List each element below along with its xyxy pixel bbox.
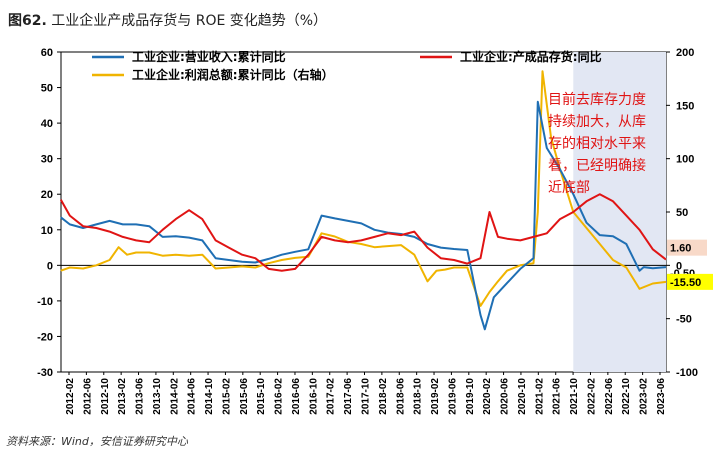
y-left-tick-label: 60 <box>41 47 53 59</box>
y-left-tick-label: 50 <box>41 83 53 95</box>
y-right-tick-label: 50 <box>676 207 688 219</box>
y-left-tick-label: -30 <box>37 367 53 379</box>
y-left-tick-label: 30 <box>41 154 53 166</box>
x-tick-label: 2023-02 <box>639 378 650 415</box>
y-right-tick-label: -50 <box>676 314 692 326</box>
figure-title: 图62. 工业企业产成品存货与 ROE 变化趋势（%） <box>8 10 327 30</box>
legend-item-profit: 工业企业:利润总额:累计同比（右轴） <box>92 67 334 82</box>
x-tick-label: 2014-06 <box>187 378 198 415</box>
x-tick-label: 2013-10 <box>152 378 163 415</box>
x-tick-label: 2022-10 <box>621 378 632 415</box>
x-tick-label: 2016-02 <box>274 378 285 415</box>
x-tick-label: 2018-02 <box>378 378 389 415</box>
y-right-tick-label: 150 <box>676 100 694 112</box>
x-tick-label: 2020-06 <box>500 378 511 415</box>
x-tick-label: 2019-10 <box>465 378 476 415</box>
x-tick-label: 2021-10 <box>569 378 580 415</box>
y-right-tick-label: 0 <box>676 260 682 272</box>
series-lines <box>59 70 667 331</box>
x-tick-label: 2015-10 <box>256 378 267 415</box>
x-tick-label: 2021-02 <box>534 378 545 415</box>
x-tick-label: 2015-02 <box>221 378 232 415</box>
axes: 6050403020100-10-20-30200150100500-50-10… <box>37 47 698 415</box>
y-left-tick-label: -20 <box>37 331 53 343</box>
y-right-tick-label: 100 <box>676 154 694 166</box>
x-tick-label: 2012-10 <box>100 378 111 415</box>
legend-label-revenue: 工业企业:营业收入:累计同比 <box>132 49 286 64</box>
figure-number: 图62. <box>8 13 47 29</box>
x-tick-label: 2023-06 <box>656 378 667 415</box>
x-tick-label: 2014-10 <box>204 378 215 415</box>
series-line-inventory <box>59 193 667 272</box>
shaded-period <box>573 52 666 372</box>
callout-line: 看，已经明确接 <box>548 157 646 174</box>
x-tick-label: 2022-02 <box>586 378 597 415</box>
x-tick-label: 2022-06 <box>604 378 615 415</box>
x-tick-label: 2014-02 <box>169 378 180 415</box>
legend-label-inventory: 工业企业:产成品存货:同比 <box>460 49 602 64</box>
series-line-profit <box>60 70 667 307</box>
x-tick-label: 2021-06 <box>552 378 563 415</box>
series-line-revenue <box>60 100 667 331</box>
callout-line: 存的相对水平来 <box>548 136 646 152</box>
y-left-tick-label: 0 <box>47 260 53 272</box>
label-inventory-bg <box>667 239 707 256</box>
callout-line: 持续加大，从库 <box>548 113 646 130</box>
x-tick-label: 2017-02 <box>326 378 337 415</box>
label-profit-bg <box>667 273 713 290</box>
annotations: 目前去库存力度持续加大，从库存的相对水平来看，已经明确接近底部1.60-0.50… <box>548 91 713 290</box>
x-tick-label: 2013-06 <box>135 378 146 415</box>
callout-text: 目前去库存力度持续加大，从库存的相对水平来看，已经明确接近底部 <box>548 91 646 196</box>
x-tick-label: 2015-06 <box>239 378 250 415</box>
x-tick-label: 2019-02 <box>430 378 441 415</box>
legend: 工业企业:营业收入:累计同比 工业企业:产成品存货:同比工业企业:利润总额:累计同… <box>92 49 602 82</box>
x-tick-label: 2012-06 <box>82 378 93 415</box>
y-left-tick-label: 10 <box>41 225 53 237</box>
x-tick-label: 2018-06 <box>395 378 406 415</box>
y-left-tick-label: 40 <box>41 118 53 130</box>
x-tick-label: 2017-06 <box>343 378 354 415</box>
x-tick-label: 2020-10 <box>517 378 528 415</box>
legend-item-inventory: 工业企业:产成品存货:同比 <box>420 49 602 64</box>
y-right-tick-label: -100 <box>676 367 698 379</box>
x-tick-label: 2013-02 <box>117 378 128 415</box>
legend-item-revenue: 工业企业:营业收入:累计同比 <box>92 49 286 64</box>
source-note: 资料来源：Wind，安信证券研究中心 <box>6 435 188 448</box>
x-tick-label: 2018-10 <box>413 378 424 415</box>
callout-line: 近底部 <box>548 180 590 196</box>
y-right-tick-label: 200 <box>676 47 694 59</box>
x-tick-label: 2016-10 <box>308 378 319 415</box>
figure-title-text: 工业企业产成品存货与 ROE 变化趋势（%） <box>51 13 328 29</box>
label-inventory: 1.60 <box>670 243 691 255</box>
x-tick-label: 2017-10 <box>361 378 372 415</box>
label-profit: -15.50 <box>670 277 701 289</box>
x-tick-label: 2016-06 <box>291 378 302 415</box>
x-tick-label: 2019-06 <box>447 378 458 415</box>
legend-label-profit: 工业企业:利润总额:累计同比（右轴） <box>132 67 334 82</box>
x-tick-label: 2020-02 <box>482 378 493 415</box>
y-left-tick-label: 20 <box>41 189 53 201</box>
callout-line: 目前去库存力度 <box>548 91 646 108</box>
x-tick-label: 2012-02 <box>65 378 76 415</box>
y-left-tick-label: -10 <box>37 296 53 308</box>
